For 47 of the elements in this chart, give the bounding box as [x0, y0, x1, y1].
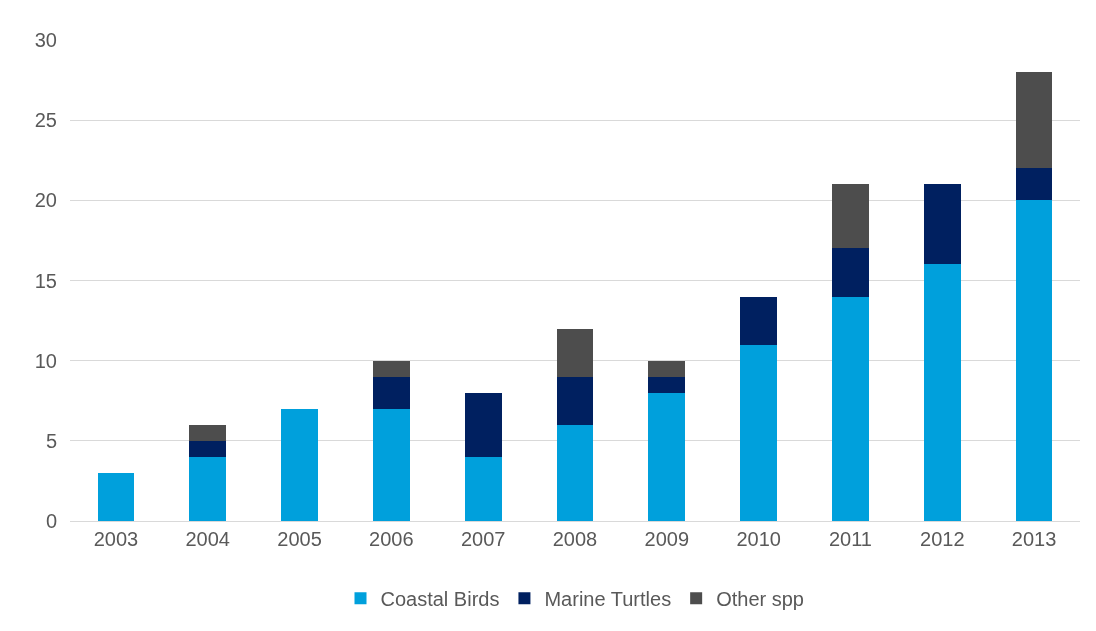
bar — [373, 376, 410, 409]
bar — [281, 408, 318, 521]
y-tick-label: 10 — [34, 349, 57, 372]
y-tick-label: 0 — [45, 510, 57, 532]
y-tick-label: 30 — [34, 29, 57, 51]
x-tick-label: 2008 — [552, 528, 598, 550]
x-tick-label: 2011 — [828, 528, 872, 550]
bar — [740, 296, 777, 345]
bar — [648, 392, 686, 521]
bar — [923, 184, 961, 265]
bar — [923, 264, 961, 521]
x-tick-label: 2004 — [185, 528, 230, 550]
bar — [1015, 168, 1053, 201]
bar — [648, 360, 686, 377]
bar — [373, 408, 410, 521]
y-tick-label: 5 — [45, 429, 57, 452]
bar — [740, 344, 777, 521]
x-tick-label: 2003 — [93, 528, 139, 550]
bar — [832, 184, 869, 249]
legend-label: Coastal Birds — [380, 588, 500, 611]
bar — [189, 440, 227, 457]
bar — [1015, 72, 1053, 169]
bar — [189, 424, 227, 441]
y-tick-label: 25 — [34, 109, 57, 132]
x-tick-label: 2006 — [369, 528, 414, 550]
bar — [1015, 200, 1053, 521]
bar — [648, 376, 686, 393]
bar — [832, 296, 869, 521]
x-tick-label: 2010 — [736, 528, 781, 550]
y-tick-label: 20 — [34, 189, 57, 212]
bar — [464, 392, 502, 457]
x-tick-label: 2013 — [1011, 528, 1057, 550]
x-tick-label: 2005 — [277, 528, 322, 550]
bar — [373, 360, 410, 377]
bar — [189, 456, 227, 521]
y-tick-label: 15 — [34, 269, 57, 292]
bar — [464, 456, 502, 521]
legend-label: Other spp — [716, 588, 804, 611]
bar — [556, 424, 594, 521]
bar — [556, 328, 594, 377]
x-tick-label: 2012 — [920, 528, 965, 550]
x-tick-label: 2007 — [460, 528, 506, 550]
bar — [556, 376, 594, 425]
legend-label: Marine Turtles — [544, 588, 672, 611]
x-tick-label: 2009 — [644, 528, 690, 550]
bar — [97, 472, 135, 521]
bar — [832, 248, 869, 297]
